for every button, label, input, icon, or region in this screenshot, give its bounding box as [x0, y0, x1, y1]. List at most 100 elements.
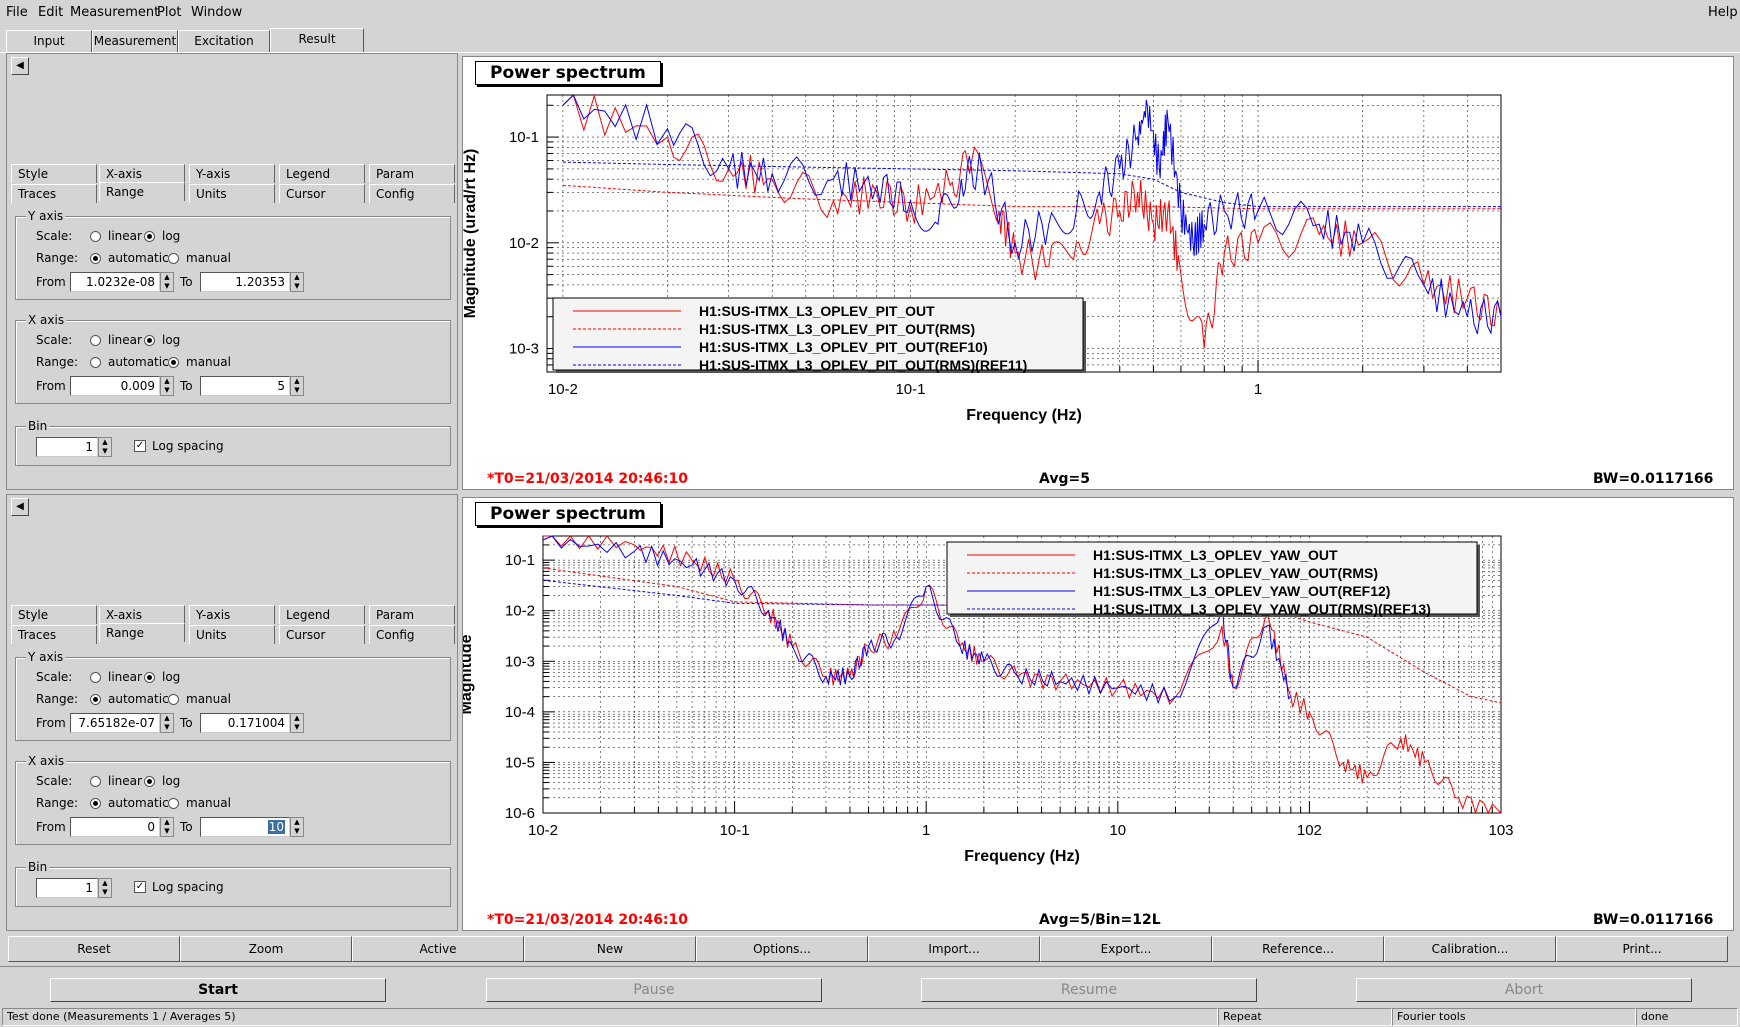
- tab-y-axis[interactable]: Y-axis: [189, 164, 275, 183]
- x-from-field[interactable]: 0: [70, 817, 160, 837]
- tab-excitation[interactable]: Excitation: [178, 30, 270, 52]
- new-button[interactable]: New: [524, 936, 696, 962]
- x-scale-linear-radio[interactable]: [90, 335, 101, 346]
- y-from-field[interactable]: 1.0232e-08: [70, 272, 160, 292]
- x-scale-linear-radio[interactable]: [90, 776, 101, 787]
- x-to-field[interactable]: 10: [200, 817, 290, 837]
- y-from-field[interactable]: 7.65182e-07: [70, 713, 160, 733]
- menu-window[interactable]: Window: [191, 5, 243, 20]
- tab-param[interactable]: Param: [369, 605, 455, 624]
- log-spacing-checkbox[interactable]: ✓: [134, 440, 146, 452]
- tab-units[interactable]: Units: [189, 184, 275, 203]
- plot-pad-1[interactable]: Power spectrum 10-2 10-1 1 10-3 10-2 10-1 Freq…: [462, 56, 1734, 490]
- active-button[interactable]: Active: [352, 936, 524, 962]
- start-button[interactable]: Start: [50, 978, 386, 1002]
- status-main: Test done (Measurements 1 / Averages 5): [2, 1008, 1218, 1026]
- y-range-automatic-radio[interactable]: [90, 694, 101, 705]
- pause-button[interactable]: Pause: [486, 978, 822, 1002]
- x-to-spinner[interactable]: ▲ ▼: [290, 817, 304, 837]
- y-tick-label: 10-4: [505, 704, 535, 721]
- tab-legend[interactable]: Legend: [279, 164, 365, 183]
- x-to-field[interactable]: 5: [200, 376, 290, 396]
- status-tool: Fourier tools: [1392, 1008, 1636, 1026]
- bin-spinner[interactable]: ▲ ▼: [98, 878, 112, 898]
- y-tick-label: 10-2: [509, 235, 539, 252]
- tab-measurement[interactable]: Measurement: [92, 30, 178, 52]
- resume-button[interactable]: Resume: [921, 978, 1257, 1002]
- tab-cursor[interactable]: Cursor: [279, 184, 365, 203]
- tab-param[interactable]: Param: [369, 164, 455, 183]
- export-button[interactable]: Export...: [1040, 936, 1212, 962]
- y-scale-log-radio[interactable]: [144, 672, 155, 683]
- bin-field[interactable]: 1: [36, 437, 98, 457]
- status-state: done: [1636, 1008, 1738, 1026]
- tab-x-axis[interactable]: X-axis: [99, 605, 185, 624]
- print-button[interactable]: Print...: [1556, 936, 1728, 962]
- power-spectrum-chart-pit[interactable]: 10-2 10-1 1 10-3 10-2 10-1 Frequency (Hz) Magni…: [463, 57, 1733, 489]
- menu-measurement[interactable]: Measurement: [70, 5, 160, 20]
- menu-help[interactable]: Help: [1708, 5, 1738, 20]
- x-from-spinner[interactable]: ▲ ▼: [160, 817, 174, 837]
- import-button[interactable]: Import...: [868, 936, 1040, 962]
- tab-range[interactable]: Range: [99, 182, 185, 201]
- tab-legend[interactable]: Legend: [279, 605, 365, 624]
- tab-units[interactable]: Units: [189, 625, 275, 644]
- menu-plot[interactable]: Plot: [157, 5, 182, 20]
- menu-edit[interactable]: Edit: [38, 5, 64, 20]
- bin-field[interactable]: 1: [36, 878, 98, 898]
- linear-label: linear: [108, 333, 142, 347]
- tab-y-axis[interactable]: Y-axis: [189, 605, 275, 624]
- y-to-spinner[interactable]: ▲ ▼: [290, 272, 304, 292]
- abort-button[interactable]: Abort: [1356, 978, 1692, 1002]
- calibration-button[interactable]: Calibration...: [1384, 936, 1556, 962]
- collapse-left-icon[interactable]: ◀: [11, 57, 29, 75]
- log-spacing-checkbox[interactable]: ✓: [134, 881, 146, 893]
- y-range-manual-radio[interactable]: [168, 253, 179, 264]
- y-to-field[interactable]: 1.20353: [200, 272, 290, 292]
- tab-style[interactable]: Style: [11, 164, 97, 183]
- tab-divider: [0, 52, 1740, 53]
- x-range-manual-radio[interactable]: [168, 798, 179, 809]
- separator: [0, 966, 1740, 967]
- reset-button[interactable]: Reset: [8, 936, 180, 962]
- tab-x-axis[interactable]: X-axis: [99, 164, 185, 183]
- x-range-manual-radio[interactable]: [168, 357, 179, 368]
- zoom-button[interactable]: Zoom: [180, 936, 352, 962]
- y-scale-linear-radio[interactable]: [90, 231, 101, 242]
- collapse-left-icon[interactable]: ◀: [11, 498, 29, 516]
- x-from-field[interactable]: 0.009: [70, 376, 160, 396]
- status-mode: Repeat: [1218, 1008, 1392, 1026]
- menu-file[interactable]: File: [6, 5, 28, 20]
- legend-box: [552, 297, 1084, 371]
- tab-input[interactable]: Input: [6, 30, 92, 52]
- tab-traces[interactable]: Traces: [11, 625, 97, 644]
- x-scale-log-radio[interactable]: [144, 776, 155, 787]
- y-scale-linear-radio[interactable]: [90, 672, 101, 683]
- tab-config[interactable]: Config: [369, 184, 455, 203]
- options-button[interactable]: Options...: [696, 936, 868, 962]
- plot-pad-2[interactable]: Power spectrum 10-2 10-1 1 10 102 103 10-6 10-5…: [462, 497, 1734, 931]
- y-scale-log-radio[interactable]: [144, 231, 155, 242]
- y-to-spinner[interactable]: ▲ ▼: [290, 713, 304, 733]
- tab-config[interactable]: Config: [369, 625, 455, 644]
- tab-range[interactable]: Range: [99, 623, 185, 642]
- y-from-spinner[interactable]: ▲ ▼: [160, 713, 174, 733]
- tab-cursor[interactable]: Cursor: [279, 625, 365, 644]
- x-from-spinner[interactable]: ▲ ▼: [160, 376, 174, 396]
- x-range-automatic-radio[interactable]: [90, 357, 101, 368]
- y-to-field[interactable]: 0.171004: [200, 713, 290, 733]
- x-range-automatic-radio[interactable]: [90, 798, 101, 809]
- y-from-spinner[interactable]: ▲ ▼: [160, 272, 174, 292]
- tab-result[interactable]: Result: [270, 28, 364, 52]
- x-scale-log-radio[interactable]: [144, 335, 155, 346]
- tab-style[interactable]: Style: [11, 605, 97, 624]
- x-tick-label: 10-2: [548, 381, 578, 398]
- reference-button[interactable]: Reference...: [1212, 936, 1384, 962]
- power-spectrum-chart-yaw[interactable]: 10-2 10-1 1 10 102 103 10-6 10-5 10-4 10-3 10-2 10-…: [463, 498, 1733, 930]
- x-to-spinner[interactable]: ▲ ▼: [290, 376, 304, 396]
- y-range-automatic-radio[interactable]: [90, 253, 101, 264]
- tab-traces[interactable]: Traces: [11, 184, 97, 203]
- y-range-manual-radio[interactable]: [168, 694, 179, 705]
- bin-spinner[interactable]: ▲ ▼: [98, 437, 112, 457]
- scale-label: Scale:: [36, 333, 73, 347]
